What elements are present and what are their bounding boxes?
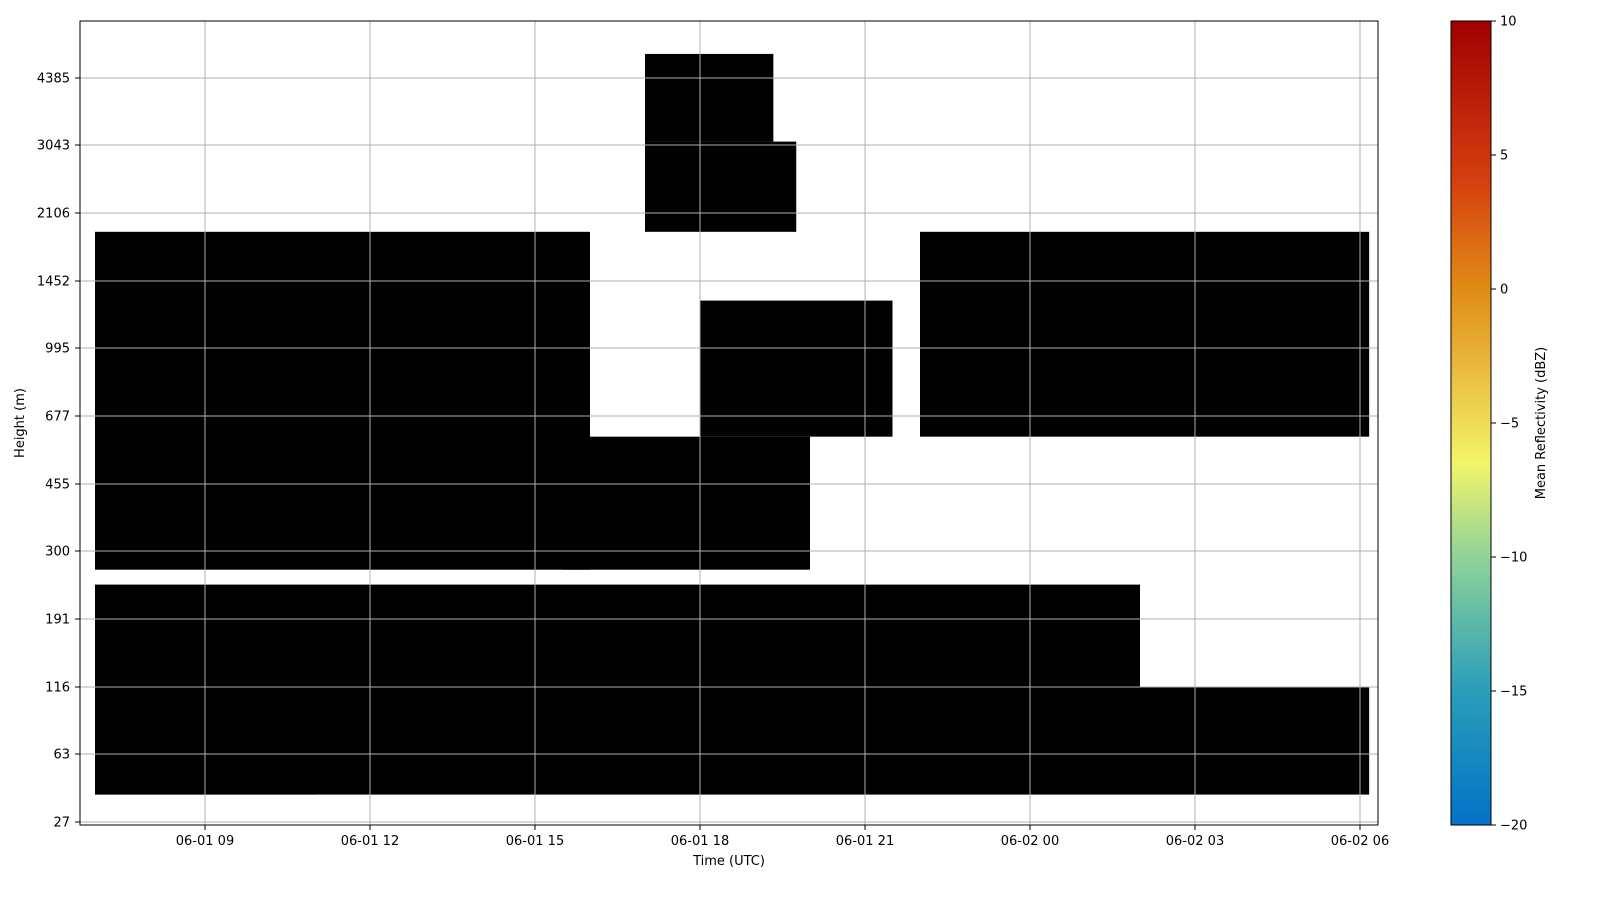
y-tick-label: 4385 [37,72,70,87]
y-tick-label: 995 [45,342,70,357]
x-tick-label: 06-01 12 [341,834,399,849]
x-axis-title: Time (UTC) [692,854,765,869]
heatmap-region [810,687,1370,795]
x-tick-label: 06-02 00 [1001,834,1059,849]
grid-lines [80,21,1378,825]
heatmap-region [810,584,1140,687]
colorbar-tick-label: 10 [1500,15,1517,30]
y-tick-label: 27 [53,816,70,831]
colorbar-tick-label: −20 [1500,819,1527,834]
heatmap-region [645,584,810,795]
heatmap-region [507,584,645,795]
colorbar-tick-label: −5 [1500,417,1519,432]
heatmap-region [95,231,590,570]
colorbar-tick-label: −15 [1500,685,1527,700]
heatmap-region [700,300,893,437]
x-tick-label: 06-02 03 [1166,834,1224,849]
heatmap-region [315,584,508,795]
y-tick-label: 63 [53,748,70,763]
colorbar-title: Mean Reflectivity (dBZ) [1534,347,1549,500]
colorbar-ticks: 10 5 0 −5 −10 −15 −20 [1491,15,1527,834]
heatmap-region [645,53,774,142]
x-tick-label: 06-01 09 [176,834,234,849]
colorbar-tick-label: 0 [1500,283,1508,298]
heatmap-region [645,141,797,232]
y-tick-label: 191 [45,613,70,628]
y-tick-label: 2106 [37,207,70,222]
y-tick-label: 1452 [37,275,70,290]
y-tick-label: 455 [45,478,70,493]
plot-frame [79,20,1379,826]
colorbar-tick-label: −10 [1500,551,1527,566]
y-tick-label: 677 [45,410,70,425]
x-tick-label: 06-01 21 [836,834,894,849]
colorbar [1450,20,1492,826]
y-tick-label: 3043 [37,139,70,154]
y-tick-label: 116 [45,681,70,696]
x-axis: 06-01 09 06-01 12 06-01 15 06-01 18 06-01 21… [176,825,1389,849]
heatmap-area [95,53,1370,795]
heatmap-region [920,231,1370,437]
y-tick-label: 300 [45,545,70,560]
y-axis: 27 63 116 191 300 455 677 995 1452 2106 3043 4385 [37,72,80,831]
y-axis-title: Height (m) [13,388,28,458]
x-tick-label: 06-02 06 [1331,834,1389,849]
heatmap-region [562,436,810,570]
colorbar-tick-label: 5 [1500,149,1508,164]
x-tick-label: 06-01 15 [506,834,564,849]
x-tick-label: 06-01 18 [671,834,729,849]
